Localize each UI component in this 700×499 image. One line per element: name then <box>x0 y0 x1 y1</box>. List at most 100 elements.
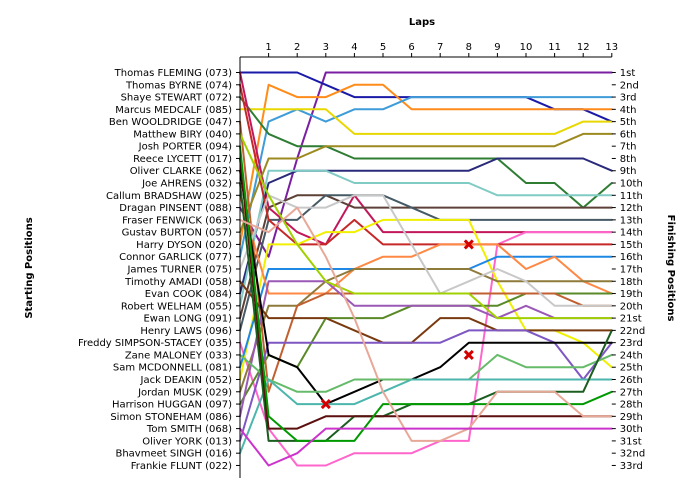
finish-label: 17th <box>620 264 643 275</box>
driver-label: Josh PORTER (094) <box>138 142 232 153</box>
series-line-17 <box>239 194 613 295</box>
finish-label: 33rd <box>620 461 643 472</box>
series-line-4 <box>239 96 613 258</box>
finish-label: 9th <box>620 166 637 177</box>
retirement-marker-3 <box>463 349 474 361</box>
series-line-22 <box>239 194 613 307</box>
lap-tick-label-6: 6 <box>408 42 414 53</box>
driver-label: Reece LYCETT (017) <box>133 154 232 165</box>
series-line-30 <box>239 157 613 430</box>
finish-label: 27th <box>620 387 643 398</box>
driver-label: Robert WELHAM (055) <box>121 301 232 312</box>
series-line-8 <box>239 157 613 295</box>
retirement-cross-b <box>463 239 474 250</box>
driver-label: James TURNER (075) <box>126 264 232 275</box>
lap-tick-label-2: 2 <box>294 42 300 53</box>
driver-label: Oliver YORK (013) <box>142 436 232 447</box>
finish-label: 32nd <box>620 449 645 460</box>
series-line-6 <box>239 96 613 209</box>
driver-label: Frankie FLUNT (022) <box>131 461 232 472</box>
driver-label: Jack DEAKIN (052) <box>140 375 233 386</box>
lap-tick-label-8: 8 <box>466 42 472 53</box>
driver-label: Thomas BYRNE (074) <box>125 80 232 91</box>
finish-label: 19th <box>620 289 643 300</box>
x-axis-title: Laps <box>409 17 435 28</box>
finish-label: 20th <box>620 301 643 312</box>
driver-label: Sam MCDONNELL (081) <box>113 363 232 374</box>
lap-tick-label-12: 12 <box>577 42 590 53</box>
y-axis-title-right: Finishing Positions <box>665 215 676 322</box>
series-line-31 <box>239 145 613 442</box>
finish-label: 30th <box>620 424 643 435</box>
driver-label: Bhavmeet SINGH (016) <box>115 449 232 460</box>
finish-label: 5th <box>620 117 637 128</box>
series-line-10 <box>239 194 613 320</box>
series-line-1 <box>239 71 613 258</box>
finish-label: 13th <box>620 215 643 226</box>
finish-label: 25th <box>620 363 643 374</box>
finish-label: 21st <box>620 314 642 325</box>
finish-label: 1st <box>620 68 636 79</box>
series-line-24 <box>239 280 613 344</box>
finish-label: 3rd <box>620 93 637 104</box>
driver-label: Ben WOOLDRIDGE (047) <box>109 117 232 128</box>
driver-label: Evan COOK (084) <box>145 289 232 300</box>
series-line-3 <box>239 83 613 246</box>
retirement-marker-2 <box>463 239 474 250</box>
driver-label: Joe AHRENS (032) <box>141 179 232 190</box>
lap-tick-label-7: 7 <box>437 42 443 53</box>
series-line-13 <box>239 231 613 467</box>
finish-label: 31st <box>620 436 642 447</box>
retirement-cross-b <box>463 349 474 361</box>
finish-label: 28th <box>620 400 643 411</box>
series-line-25 <box>239 329 613 442</box>
finish-label: 15th <box>620 240 643 251</box>
driver-label: Gustav BURTON (057) <box>122 228 232 239</box>
series-line-12 <box>239 132 613 234</box>
retirement-marker-1 <box>320 398 331 410</box>
finish-label: 12th <box>620 203 643 214</box>
finish-label: 14th <box>620 228 643 239</box>
finish-label: 29th <box>620 412 643 423</box>
driver-label: Shaye STEWART (072) <box>121 93 233 104</box>
finish-label: 16th <box>620 252 643 263</box>
driver-label: Henry LAWS (096) <box>140 326 232 337</box>
driver-label: Timothy AMADI (058) <box>124 277 232 288</box>
series-lines <box>239 71 613 467</box>
finish-label: 11th <box>620 191 643 202</box>
finish-label: 6th <box>620 129 637 140</box>
finish-label: 22nd <box>620 326 645 337</box>
retirement-markers <box>320 239 474 410</box>
finish-label: 7th <box>620 142 637 153</box>
driver-label: Harry DYSON (020) <box>136 240 232 251</box>
driver-label: Callum BRADSHAW (025) <box>106 191 232 202</box>
series-line-9 <box>239 169 613 307</box>
driver-label: Marcus MEDCALF (085) <box>115 105 232 116</box>
driver-label: Ewan LONG (091) <box>143 314 232 325</box>
lap-tick-label-4: 4 <box>351 42 357 53</box>
finish-label: 23rd <box>620 338 643 349</box>
driver-label: Fraser FENWICK (063) <box>122 215 232 226</box>
lap-tick-label-11: 11 <box>548 42 561 53</box>
driver-label: Harrison HUGGAN (097) <box>112 400 232 411</box>
finish-label: 24th <box>620 350 643 361</box>
series-line-21 <box>239 280 613 418</box>
driver-label: Oliver CLARKE (062) <box>130 166 232 177</box>
series-line-23 <box>239 132 613 320</box>
finish-label: 2nd <box>620 80 639 91</box>
driver-label: Simon STONEHAM (086) <box>110 412 232 423</box>
series-line-28 <box>239 378 613 455</box>
series-line-5 <box>239 108 613 135</box>
driver-label: Zane MALONEY (033) <box>125 350 232 361</box>
finish-label: 4th <box>620 105 637 116</box>
driver-label: Tom SMITH (068) <box>146 424 232 435</box>
finish-label: 26th <box>620 375 643 386</box>
lap-tick-label-9: 9 <box>494 42 500 53</box>
lap-tick-label-1: 1 <box>265 42 271 53</box>
finish-label: 10th <box>620 179 643 190</box>
retirement-cross-b <box>320 398 331 410</box>
driver-label: Jordan MUSK (029) <box>137 387 232 398</box>
